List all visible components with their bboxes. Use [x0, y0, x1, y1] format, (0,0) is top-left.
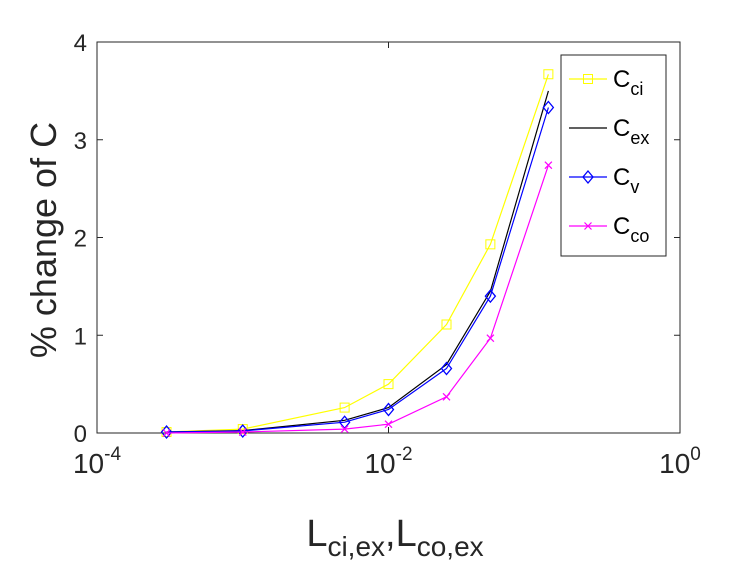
x-tick-label: 10-4	[73, 444, 121, 479]
diamond-marker	[382, 402, 395, 417]
diamond-marker	[440, 361, 453, 376]
x-marker	[442, 392, 451, 401]
square-marker	[543, 69, 554, 80]
legend-label: Cci	[613, 66, 643, 99]
x-marker-stroke	[442, 392, 451, 401]
diamond-marker	[484, 289, 497, 304]
legend-label-base: C	[613, 164, 630, 191]
y-tick-label: 3	[74, 128, 87, 155]
x-tick-label-base: 10	[73, 448, 104, 479]
x-axis-label-part1: L	[306, 513, 327, 555]
x-tick-label-base: 10	[364, 448, 395, 479]
x-marker	[238, 428, 247, 436]
legend-box	[560, 54, 667, 257]
x-marker-stroke	[340, 425, 349, 434]
legend-label: Cco	[613, 213, 649, 246]
y-tick-label: 2	[74, 226, 87, 253]
series-line	[166, 107, 549, 433]
legend-item-v: Cv	[569, 164, 639, 197]
legend-label-subscript: ex	[630, 128, 649, 148]
y-tick-label: 0	[74, 421, 87, 448]
y-tick-label: 4	[74, 30, 87, 57]
square-marker	[485, 239, 496, 250]
legend-item-ci: Cci	[569, 66, 643, 99]
x-marker-stroke	[384, 420, 393, 429]
series-line	[166, 74, 549, 433]
y-axis-ticks: 0 1 2 3 4	[74, 30, 680, 448]
x-axis-label-sub2: co,ex	[417, 531, 484, 561]
x-marker	[340, 425, 349, 434]
x-tick-label: 100	[659, 444, 701, 479]
x-marker-stroke	[544, 161, 553, 170]
x-marker	[584, 222, 592, 230]
x-tick-label: 10-2	[364, 444, 412, 479]
legend-item-ex: Cex	[569, 115, 649, 148]
series-co	[162, 161, 553, 437]
y-tick-label: 1	[74, 323, 87, 350]
square-marker	[383, 379, 394, 390]
x-axis-label: Lci,ex,Lco,ex	[306, 513, 483, 561]
diamond-marker	[582, 169, 594, 185]
x-marker-stroke	[238, 428, 247, 436]
x-tick-label-exponent: -2	[396, 444, 413, 465]
x-tick-label-base: 10	[659, 448, 690, 479]
x-marker	[162, 429, 171, 437]
square-marker	[441, 319, 452, 330]
x-axis-label-part2: L	[396, 513, 417, 555]
series-ci	[161, 69, 554, 438]
y-axis-label: % change of C	[23, 122, 64, 358]
x-marker	[486, 334, 495, 343]
x-marker	[384, 420, 393, 429]
x-marker-stroke	[486, 334, 495, 343]
x-marker	[544, 161, 553, 170]
x-tick-label-exponent: -4	[104, 444, 121, 465]
legend-label-base: C	[613, 213, 630, 240]
square-marker	[339, 402, 350, 413]
x-axis-label-sub1: ci,ex	[327, 531, 385, 561]
legend-label-subscript: co	[630, 226, 649, 246]
legend-label-base: C	[613, 115, 630, 142]
series-layer	[160, 69, 555, 440]
legend-item-co: Cco	[569, 213, 649, 246]
legend-label-subscript: ci	[630, 79, 643, 99]
diamond-marker	[542, 100, 555, 115]
square-marker	[583, 74, 593, 84]
x-marker-stroke	[162, 429, 171, 437]
legend-label: Cv	[613, 164, 639, 197]
x-axis-ticks: 10-4 10-2 100	[73, 42, 701, 479]
x-axis-label-separator: ,	[385, 513, 396, 555]
x-marker-stroke	[584, 222, 592, 230]
legend-label: Cex	[613, 115, 649, 148]
legend-label-base: C	[613, 66, 630, 93]
x-tick-label-exponent: 0	[690, 444, 701, 465]
legend-label-subscript: v	[630, 177, 639, 197]
